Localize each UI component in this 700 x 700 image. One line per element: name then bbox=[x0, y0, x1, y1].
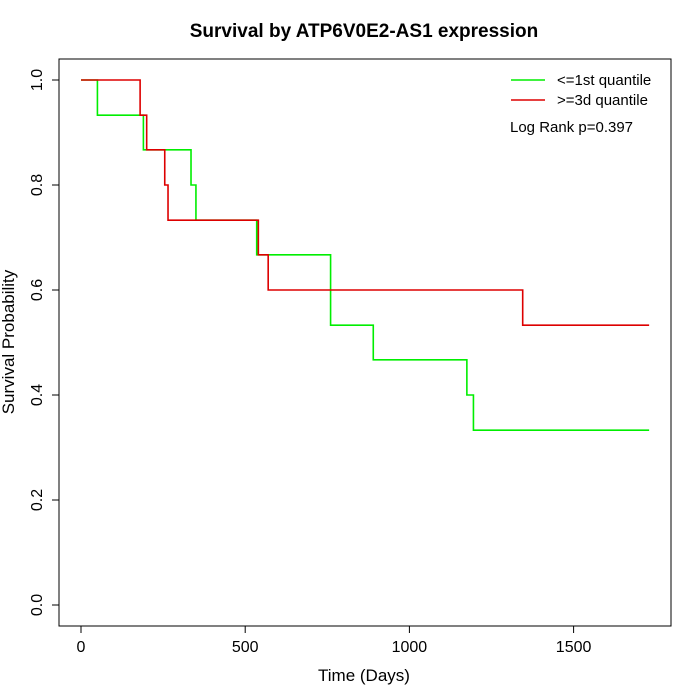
x-tick-label: 0 bbox=[77, 639, 86, 656]
x-axis-label: Time (Days) bbox=[318, 666, 410, 685]
y-tick-label: 0.4 bbox=[29, 384, 46, 406]
y-axis: 0.0 0.2 0.4 0.6 0.8 1.0 bbox=[29, 69, 60, 616]
chart-title: Survival by ATP6V0E2-AS1 expression bbox=[190, 21, 539, 42]
legend-label-1: >=3d quantile bbox=[557, 92, 648, 109]
x-tick-label: 1000 bbox=[392, 639, 428, 656]
x-tick-label: 500 bbox=[232, 639, 259, 656]
x-tick-label: 1500 bbox=[556, 639, 592, 656]
series-line-1 bbox=[81, 79, 650, 326]
y-tick-label: 0.8 bbox=[29, 174, 46, 196]
y-axis-label: Survival Probability bbox=[0, 269, 18, 414]
legend-label-0: <=1st quantile bbox=[557, 72, 651, 89]
x-axis: 0 500 1000 1500 bbox=[77, 625, 592, 656]
y-tick-label: 0.2 bbox=[29, 489, 46, 511]
series-layer bbox=[81, 79, 650, 431]
y-tick-label: 1.0 bbox=[29, 69, 46, 91]
y-tick-label: 0.0 bbox=[29, 594, 46, 616]
legend: <=1st quantile >=3d quantile bbox=[511, 72, 651, 109]
plot-frame bbox=[58, 58, 672, 627]
y-tick-label: 0.6 bbox=[29, 279, 46, 301]
log-rank-annotation: Log Rank p=0.397 bbox=[510, 119, 633, 136]
series-line-0 bbox=[81, 79, 650, 431]
